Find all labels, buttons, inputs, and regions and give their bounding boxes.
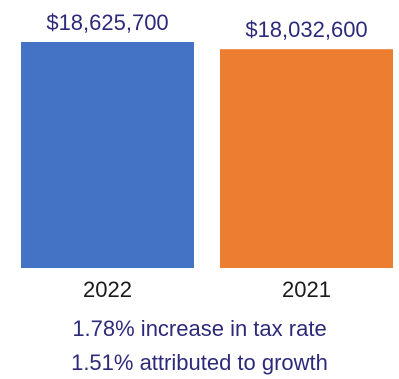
growth-note: 1.51% attributed to growth [71,350,328,375]
bar-2022 [21,42,194,268]
category-label-2021: 2021 [282,277,331,302]
bar-2021 [220,49,393,269]
value-label-2021: $18,032,600 [245,17,367,42]
category-label-2022: 2022 [83,277,132,302]
tax-rate-note: 1.78% increase in tax rate [72,316,327,341]
value-label-2022: $18,625,700 [46,10,168,35]
